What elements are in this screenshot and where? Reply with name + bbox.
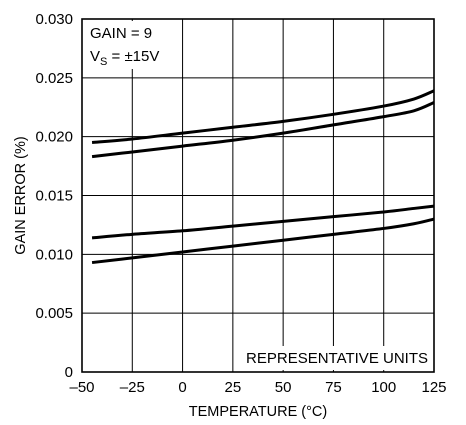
x-tick-label: 75 (325, 379, 342, 396)
x-tick-label: –50 (69, 379, 94, 396)
y-tick-label: 0.020 (35, 129, 73, 146)
plot-frame (81, 18, 435, 373)
y-tick-label: 0.005 (35, 305, 73, 322)
x-tick-label: 125 (421, 379, 446, 396)
x-tick-label: 100 (371, 379, 396, 396)
x-tick-label: 0 (178, 379, 186, 396)
x-tick-label: 50 (275, 379, 292, 396)
y-tick-label: 0.010 (35, 246, 73, 263)
units-note-box (236, 346, 432, 370)
x-tick-label: –25 (120, 379, 145, 396)
x-axis-title: TEMPERATURE (°C) (189, 404, 327, 420)
y-tick-label: 0.025 (35, 70, 73, 87)
series-line-4 (91, 217, 435, 265)
series-line-1 (91, 89, 435, 145)
x-tick-labels: –50 –25 0 25 50 75 100 125 (69, 379, 446, 396)
y-axis-title: GAIN ERROR (%) (13, 136, 29, 254)
series-line-2 (91, 101, 435, 159)
supply-voltage-symbol: V (90, 48, 100, 65)
conditions-box (84, 21, 178, 69)
y-tick-labels: 0 0.005 0.010 0.015 0.020 0.025 0.030 (35, 11, 73, 381)
y-tick-label: 0.015 (35, 188, 73, 205)
supply-voltage-subscript: S (100, 56, 107, 68)
x-tick-label: 25 (225, 379, 242, 396)
y-tick-label: 0.030 (35, 11, 73, 28)
series-line-3 (91, 204, 435, 240)
gain-annotation: GAIN = 9 (90, 25, 152, 42)
supply-voltage-value: = ±15V (107, 48, 159, 65)
supply-voltage-annotation: VS = ±15V (90, 48, 159, 68)
y-tick-label: 0 (65, 364, 73, 381)
representative-units-note: REPRESENTATIVE UNITS (246, 350, 428, 367)
series-layer (91, 89, 435, 265)
